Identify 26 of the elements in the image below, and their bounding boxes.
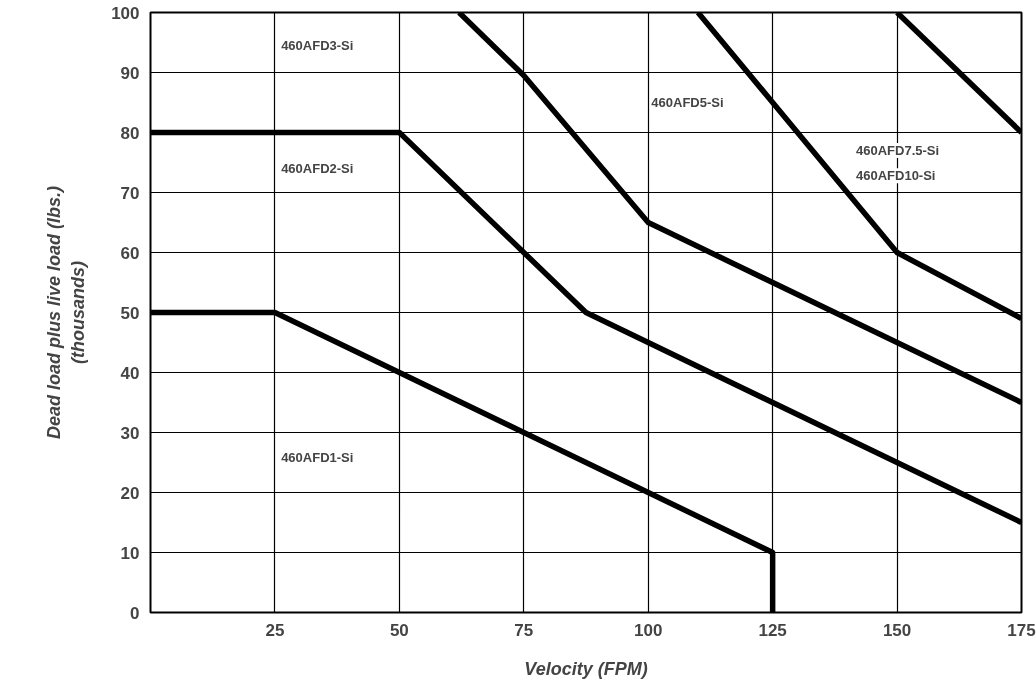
x-tick-label: 150: [882, 620, 912, 640]
x-tick-label: 100: [634, 620, 663, 640]
y-tick-label: 60: [120, 243, 140, 263]
annotation: 460AFD5-Si: [651, 95, 724, 110]
y-tick-label: 40: [120, 363, 140, 383]
annotation: 460AFD2-Si: [281, 161, 354, 176]
y-tick-label: 10: [120, 543, 140, 563]
x-tick-label: 25: [265, 620, 285, 640]
y-tick-label: 20: [120, 483, 140, 503]
x-tick-label: 50: [389, 620, 409, 640]
x-tick-label: 75: [514, 620, 534, 640]
x-tick-label: 175: [1007, 620, 1036, 640]
y-axis-title: Dead load plus live load (lbs.) (thousands): [44, 185, 89, 440]
annotation: 460AFD1-Si: [281, 450, 354, 466]
y-tick-label: 70: [120, 183, 140, 203]
y-tick-label: 50: [120, 303, 140, 323]
y-tick-label: 80: [120, 123, 140, 143]
annotation: 460AFD10-Si: [856, 168, 936, 184]
annotation: 460AFD7.5-Si: [856, 143, 940, 158]
y-tick-label: 90: [120, 63, 140, 83]
y-tick-label: 100: [111, 3, 140, 23]
y-tick-label: 0: [130, 603, 140, 623]
x-axis-title: Velocity (FPM): [524, 658, 648, 679]
annotation: 460AFD3-Si: [281, 38, 354, 53]
x-tick-label: 125: [758, 620, 787, 640]
y-tick-label: 30: [120, 423, 140, 443]
